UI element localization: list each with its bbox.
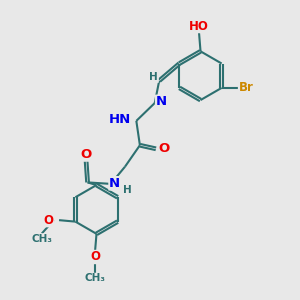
Text: O: O bbox=[44, 214, 54, 226]
Text: H: H bbox=[123, 185, 131, 195]
Text: O: O bbox=[90, 250, 100, 263]
Text: H: H bbox=[149, 72, 158, 82]
Text: Br: Br bbox=[238, 81, 253, 94]
Text: HO: HO bbox=[189, 20, 209, 33]
Text: N: N bbox=[109, 177, 120, 190]
Text: HN: HN bbox=[109, 113, 131, 126]
Text: O: O bbox=[158, 142, 169, 155]
Text: CH₃: CH₃ bbox=[85, 273, 106, 284]
Text: CH₃: CH₃ bbox=[31, 234, 52, 244]
Text: N: N bbox=[156, 95, 167, 108]
Text: O: O bbox=[80, 148, 92, 161]
